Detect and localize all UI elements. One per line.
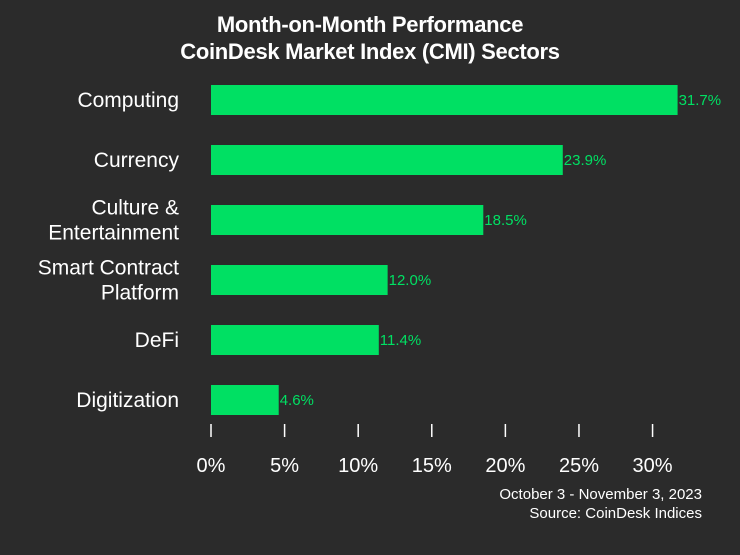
value-label-currency: 23.9% [564, 152, 607, 169]
category-label-line: Platform [101, 282, 179, 305]
bar-smart-contract-platform [211, 265, 388, 295]
x-tick-label: 20% [485, 455, 525, 477]
category-label-smart-contract-platform: Smart Contract Platform [38, 257, 179, 305]
x-axis: 0% 5% 10% 15% 20% 25% 30% [197, 424, 673, 477]
x-tick-label: 10% [338, 455, 378, 477]
x-tick-label: 5% [270, 455, 299, 477]
category-label-defi: DeFi [135, 329, 179, 352]
chart-title-line-1: Month-on-Month Performance [216, 12, 524, 37]
bar-digitization [211, 385, 279, 415]
x-tick-label: 30% [633, 455, 673, 477]
category-label-currency: Currency [94, 149, 180, 172]
category-label-line: Culture & [91, 197, 179, 220]
value-label-computing: 31.7% [679, 92, 722, 109]
category-label-line: Computing [77, 89, 179, 112]
bar-defi [211, 325, 379, 355]
category-labels: Computing Currency Culture & Entertainment S… [38, 89, 180, 412]
category-label-digitization: Digitization [76, 389, 179, 412]
bar-computing [211, 85, 678, 115]
category-label-line: DeFi [135, 329, 179, 352]
category-label-line: Currency [94, 149, 180, 172]
source-note: Source: CoinDesk Indices [529, 505, 702, 522]
x-tick-label: 15% [412, 455, 452, 477]
bar-currency [211, 145, 563, 175]
bars [211, 85, 678, 415]
bar-culture-entertainment [211, 205, 484, 235]
category-label-line: Entertainment [48, 222, 179, 245]
category-label-line: Smart Contract [38, 257, 179, 280]
x-tick-label: 25% [559, 455, 599, 477]
category-label-line: Digitization [76, 389, 179, 412]
category-label-culture-entertainment: Culture & Entertainment [48, 197, 179, 245]
category-label-computing: Computing [77, 89, 179, 112]
date-range-note: October 3 - November 3, 2023 [499, 486, 702, 503]
x-tick-label: 0% [197, 455, 226, 477]
value-label-culture-entertainment: 18.5% [484, 212, 527, 229]
value-labels: 31.7% 23.9% 18.5% 12.0% 11.4% 4.6% [280, 92, 721, 409]
chart-title-line-2: CoinDesk Market Index (CMI) Sectors [180, 39, 560, 64]
value-label-defi: 11.4% [380, 332, 421, 349]
value-label-digitization: 4.6% [280, 392, 314, 409]
value-label-smart-contract-platform: 12.0% [389, 272, 432, 289]
